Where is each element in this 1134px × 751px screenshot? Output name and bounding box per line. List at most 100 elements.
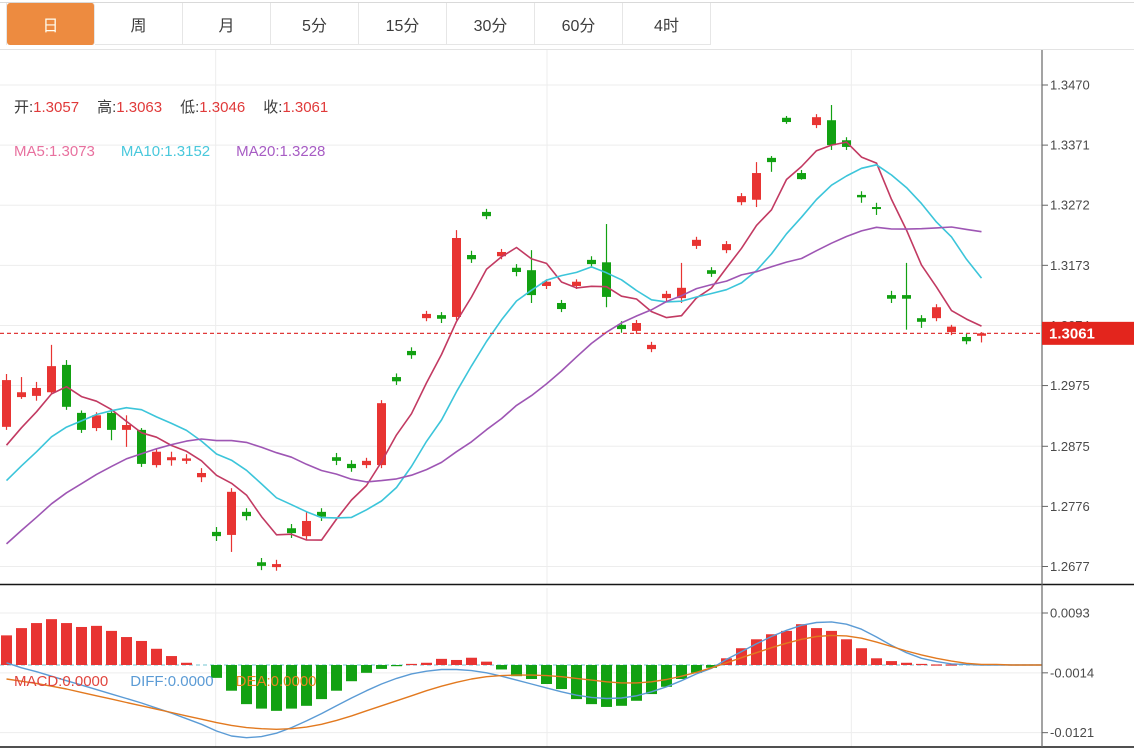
ohlc-legend-value-0: 1.3057 [33, 99, 80, 116]
ma10-line [5, 164, 983, 519]
candle-body [317, 511, 326, 517]
candle-body [122, 425, 131, 430]
macd-legend-label-2: DEA: [235, 673, 271, 690]
candle-body [467, 255, 476, 260]
candle-body [797, 173, 806, 180]
macd-hist-bar [106, 630, 117, 665]
last-price-tag-text: 1.3061 [1049, 325, 1095, 342]
candle-body [482, 211, 491, 217]
ohlc-legend-value-3: 1.3061 [282, 99, 329, 116]
macd-hist-bar [361, 665, 372, 673]
macd-tick-label: -0.0014 [1050, 665, 1094, 680]
macd-legend-value-1: 0.0000 [167, 673, 214, 690]
candle-body [332, 457, 341, 461]
ohlc-legend-item-2: 低:1.3046 [180, 98, 245, 118]
macd-hist-bar [541, 665, 552, 685]
candle-body [557, 302, 566, 310]
price-tick-label: 1.3272 [1050, 198, 1090, 213]
candle-body [182, 458, 191, 461]
macd-hist-bar [211, 665, 222, 678]
candle-body [107, 412, 116, 430]
candle-body [287, 528, 296, 534]
tab-timeframe-6[interactable]: 60分 [535, 3, 623, 45]
tab-timeframe-4[interactable]: 15分 [359, 3, 447, 45]
candle-body [32, 387, 41, 396]
price-panel [0, 105, 1042, 571]
macd-hist-bar [796, 624, 807, 665]
macd-hist-bar [331, 665, 342, 691]
candle-body [977, 333, 986, 336]
price-tick-label: 1.3371 [1050, 138, 1090, 153]
ma-legend-value-1: 1.3152 [164, 143, 211, 160]
candle-body [632, 323, 641, 331]
ohlc-legend-label-1: 高: [97, 99, 117, 116]
macd-hist-bar [811, 628, 822, 665]
candle-body [302, 520, 311, 537]
candle-body [647, 344, 656, 350]
macd-hist-bar [301, 665, 312, 706]
macd-hist-bar [886, 661, 897, 665]
candle-body [617, 324, 626, 330]
macd-hist-bar [166, 656, 177, 665]
tab-timeframe-0[interactable]: 日 [7, 3, 95, 45]
candle-body [827, 120, 836, 146]
candle-body [767, 157, 776, 163]
macd-hist-bar [226, 665, 237, 691]
ma-legend: MA5:1.3073 MA10:1.3152 MA20:1.3228 [14, 142, 1134, 162]
candle-body [842, 140, 851, 147]
macd-hist-bar [136, 640, 147, 665]
price-tick-label: 1.3173 [1050, 258, 1090, 273]
price-tick-label: 1.2677 [1050, 559, 1090, 574]
candle-body [572, 281, 581, 286]
macd-hist-bar [661, 665, 672, 687]
macd-hist-bar [181, 662, 192, 665]
macd-hist-bar [451, 659, 462, 665]
candle-body [857, 194, 866, 198]
ohlc-legend-item-1: 高:1.3063 [97, 98, 162, 118]
dea-line [6, 634, 1042, 730]
candle-body [62, 364, 71, 407]
macd-panel [0, 619, 1042, 739]
candle-body [377, 403, 386, 466]
tab-timeframe-1[interactable]: 周 [95, 3, 183, 45]
tab-timeframe-3[interactable]: 5分 [271, 3, 359, 45]
macd-hist-bar [271, 665, 282, 711]
ma-legend-item-1: MA10:1.3152 [121, 142, 210, 162]
candle-body [917, 318, 926, 322]
candle-body [212, 531, 221, 537]
macd-legend-item-2: DEA:0.0000 [236, 672, 317, 692]
macd-hist-bar [646, 665, 657, 695]
tab-timeframe-7[interactable]: 4时 [623, 3, 711, 45]
candle-body [362, 460, 371, 466]
candle-body [227, 491, 236, 535]
macd-hist-bar [781, 630, 792, 665]
macd-hist-bar [721, 658, 732, 665]
macd-hist-bar [511, 665, 522, 677]
top-divider [0, 2, 1134, 3]
price-tick-label: 1.2776 [1050, 499, 1090, 514]
tabbar-underline [0, 49, 1134, 50]
macd-hist-bar [391, 665, 402, 667]
candle-body [692, 239, 701, 246]
candle-body [407, 350, 416, 356]
price-tick-label: 1.2875 [1050, 439, 1090, 454]
ma-legend-item-0: MA5:1.3073 [14, 142, 95, 162]
candle-body [92, 415, 101, 429]
macd-hist-bar [61, 623, 72, 665]
macd-hist-bar [1, 635, 12, 665]
candle-body [812, 117, 821, 126]
macd-hist-bar [766, 634, 777, 665]
macd-hist-bar [571, 665, 582, 700]
candle-body [17, 392, 26, 398]
macd-hist-bar [676, 665, 687, 679]
tab-timeframe-5[interactable]: 30分 [447, 3, 535, 45]
tab-timeframe-2[interactable]: 月 [183, 3, 271, 45]
candle-body [497, 251, 506, 257]
candle-body [452, 238, 461, 317]
ma-legend-label-2: MA20: [236, 143, 280, 160]
candle-body [677, 287, 686, 299]
ma5-line [5, 141, 982, 541]
ohlc-legend-value-2: 1.3046 [199, 99, 246, 116]
